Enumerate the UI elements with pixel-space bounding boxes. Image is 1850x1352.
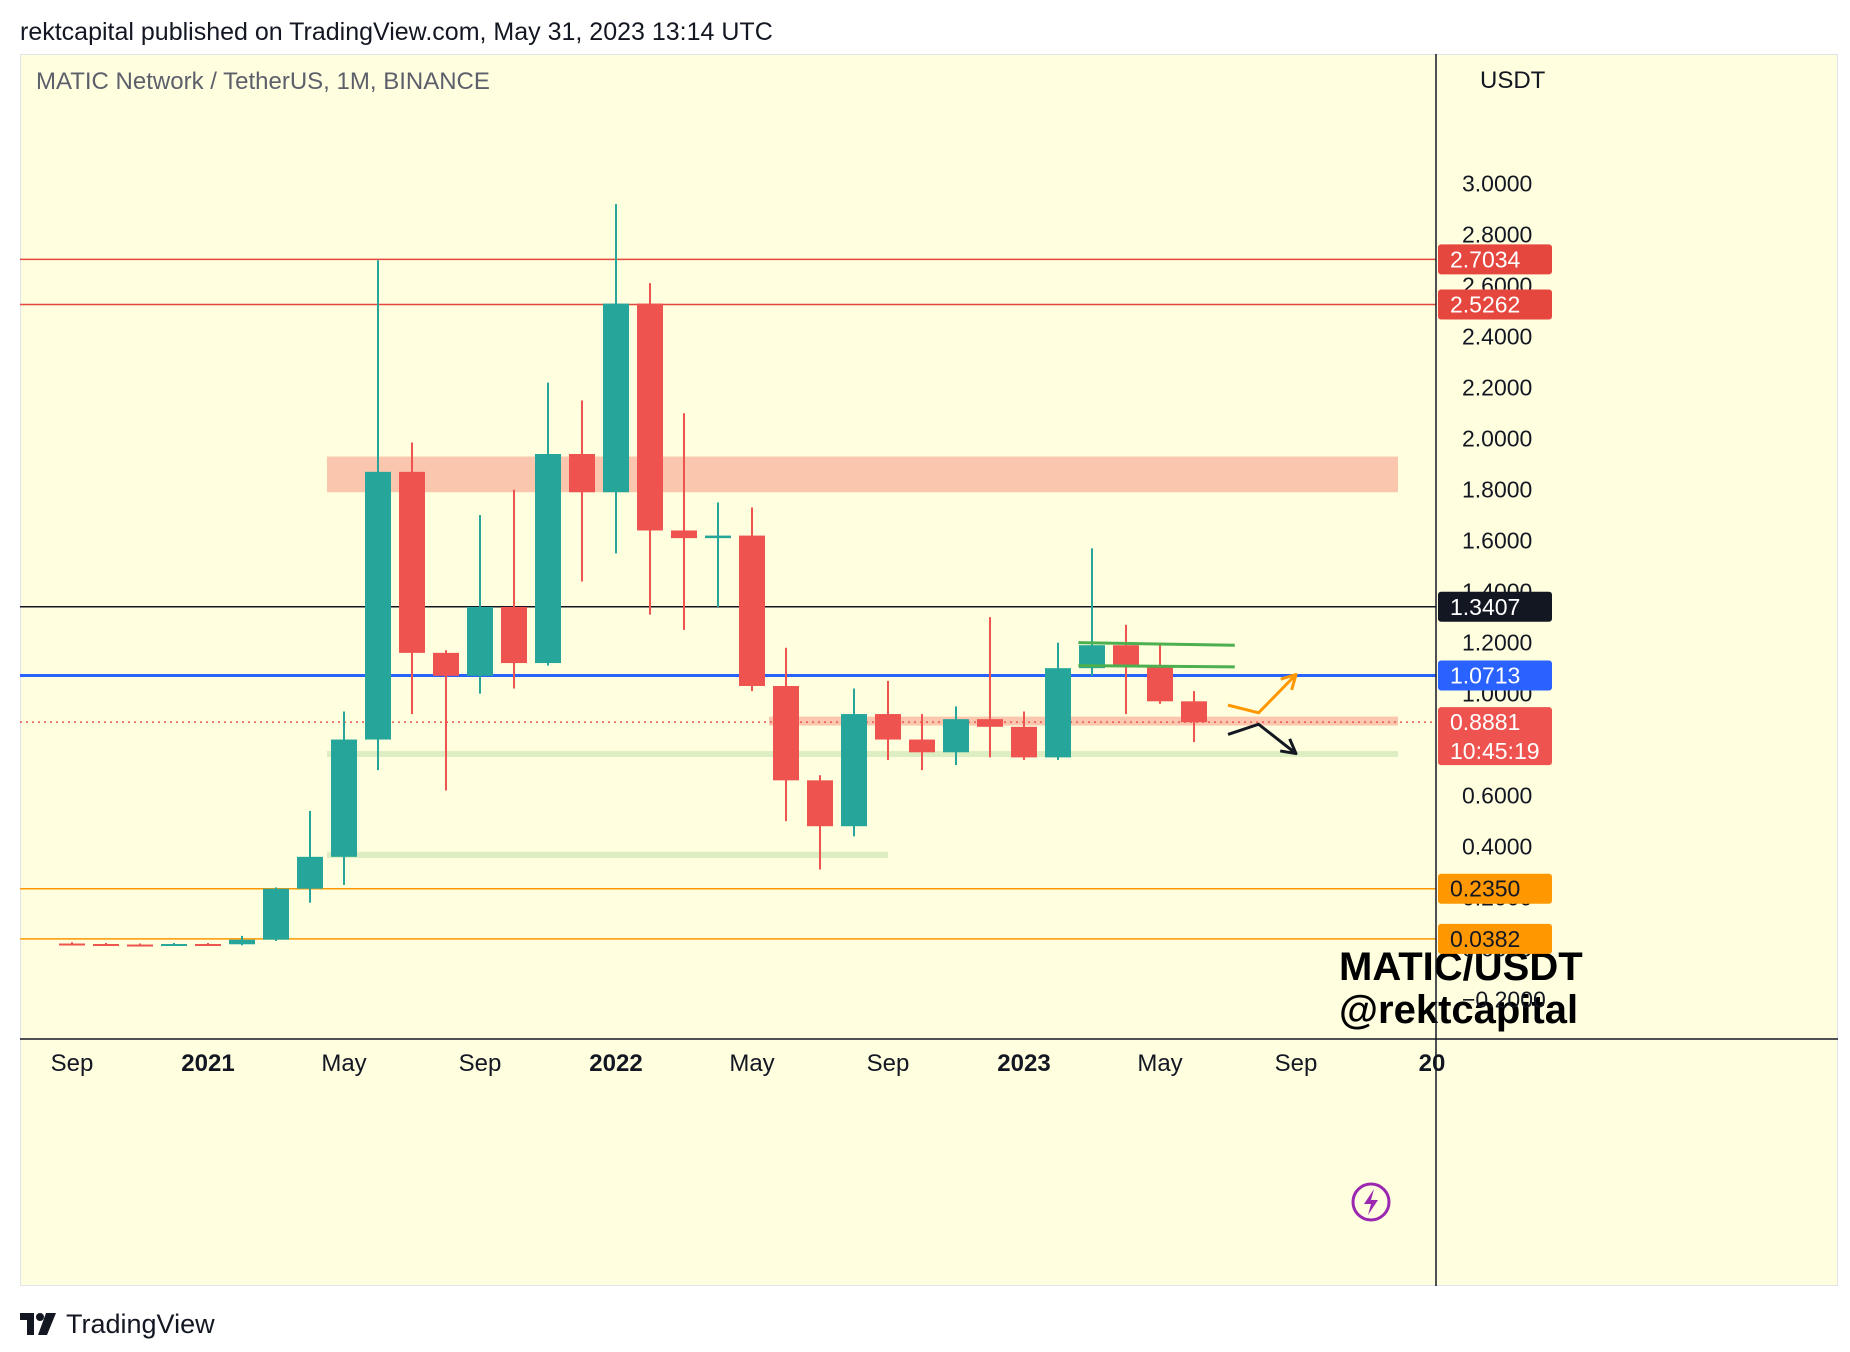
zone-rect: [327, 456, 1398, 493]
candle-body: [569, 453, 595, 493]
x-tick-label: 2022: [589, 1050, 642, 1077]
candle-body: [637, 303, 663, 531]
channel-line: [1078, 641, 1235, 647]
candle-body: [705, 535, 731, 539]
candle-body: [603, 303, 629, 493]
candle-body: [977, 719, 1003, 727]
candle-body: [1045, 668, 1071, 758]
zone-rect: [769, 716, 1398, 726]
y-tick-label: 1.8000: [1462, 477, 1532, 503]
candle-body: [195, 944, 221, 947]
price-tag-bg: [1438, 244, 1552, 275]
channel-line: [1078, 664, 1235, 669]
candle-body: [365, 471, 391, 740]
candle-body: [93, 944, 119, 947]
y-tick-label: 3.0000: [1462, 171, 1532, 197]
y-tick-label: 2.8000: [1462, 222, 1532, 248]
footer-brand: TradingView: [66, 1308, 215, 1339]
projection-path: [1227, 722, 1297, 755]
candle-body: [433, 652, 459, 676]
current-price-tag-text: 0.8881: [1450, 709, 1520, 735]
y-tick-label: 0.6000: [1462, 783, 1532, 809]
y-tick-label: 1.6000: [1462, 528, 1532, 554]
currency-label: USDT: [1480, 67, 1546, 94]
y-tick-label: −0.2000: [1462, 987, 1546, 1013]
x-tick-label: Sep: [459, 1050, 502, 1077]
price-tag-bg: [1438, 660, 1552, 691]
x-tick-label: Sep: [867, 1050, 910, 1077]
candle-body: [807, 780, 833, 827]
watermark-line-2: @rektcapital: [1339, 988, 1578, 1032]
price-tag-text: 1.3407: [1450, 594, 1520, 620]
candles-layer: [59, 204, 1207, 947]
projection-arrowhead: [1279, 738, 1298, 756]
price-tag-text: 2.5262: [1450, 292, 1520, 318]
x-tick-label: May: [1137, 1050, 1182, 1077]
candle-body: [1147, 665, 1173, 702]
annotations-layer: [1078, 641, 1298, 756]
x-tick-label: Sep: [51, 1050, 94, 1077]
candle-body: [467, 606, 493, 676]
candle-body: [59, 943, 85, 946]
candle-body: [773, 686, 799, 781]
candle-body: [1079, 645, 1105, 669]
axes-layer: USDT3.00002.80002.60002.40002.20002.0000…: [20, 54, 1838, 1286]
current-price-tag-bg: [1438, 707, 1552, 766]
candle-body: [399, 471, 425, 653]
candle-body: [943, 719, 969, 753]
price-tag-bg: [1438, 289, 1552, 320]
candle-body: [501, 606, 527, 664]
y-tick-label: 2.0000: [1462, 426, 1532, 452]
candle-body: [229, 939, 255, 945]
zone-rect: [327, 851, 888, 859]
projection-arrowhead: [1280, 673, 1298, 691]
candle-body: [671, 530, 697, 539]
candle-body: [739, 535, 765, 687]
price-lines-layer: [20, 258, 1436, 940]
candle-body: [1011, 726, 1037, 758]
candle-body: [535, 453, 561, 664]
symbol-title: MATIC Network / TetherUS, 1M, BINANCE: [36, 68, 490, 95]
y-tick-label: 2.4000: [1462, 324, 1532, 350]
candle-body: [331, 739, 357, 857]
lightning-icon[interactable]: [1351, 1182, 1391, 1222]
x-tick-label: May: [729, 1050, 774, 1077]
candle-body: [161, 944, 187, 947]
x-tick-label: 20: [1419, 1050, 1446, 1077]
candle-body: [297, 856, 323, 889]
price-tag-text: 0.2350: [1450, 876, 1520, 902]
footer: TradingView: [20, 1306, 215, 1342]
price-tag-text: 1.0713: [1450, 662, 1520, 688]
price-tag-text: 0.0382: [1450, 926, 1520, 952]
candle-body: [1181, 701, 1207, 723]
x-tick-label: 2021: [181, 1050, 234, 1077]
candle-body: [127, 944, 153, 947]
candle-body: [909, 739, 935, 753]
candle-body: [875, 714, 901, 740]
x-tick-label: May: [321, 1050, 366, 1077]
y-tick-label: 1.2000: [1462, 630, 1532, 656]
price-chart[interactable]: MATIC Network / TetherUS, 1M, BINANCE MA…: [20, 54, 1838, 1286]
tradingview-logo-icon: [20, 1313, 56, 1335]
candle-body: [1113, 645, 1139, 666]
candle-body: [841, 714, 867, 827]
price-tag-bg: [1438, 873, 1552, 904]
y-tick-label: 2.2000: [1462, 375, 1532, 401]
price-tag-bg: [1438, 591, 1552, 622]
price-tag-bg: [1438, 923, 1552, 954]
projection-path: [1227, 673, 1298, 715]
x-tick-label: 2023: [997, 1050, 1050, 1077]
x-tick-label: Sep: [1275, 1050, 1318, 1077]
candle-body: [263, 888, 289, 940]
price-tag-text: 2.7034: [1450, 246, 1521, 272]
current-price-tag-text: 10:45:19: [1450, 738, 1540, 764]
y-tick-label: 0.4000: [1462, 834, 1532, 860]
publish-caption: rektcapital published on TradingView.com…: [20, 18, 773, 46]
